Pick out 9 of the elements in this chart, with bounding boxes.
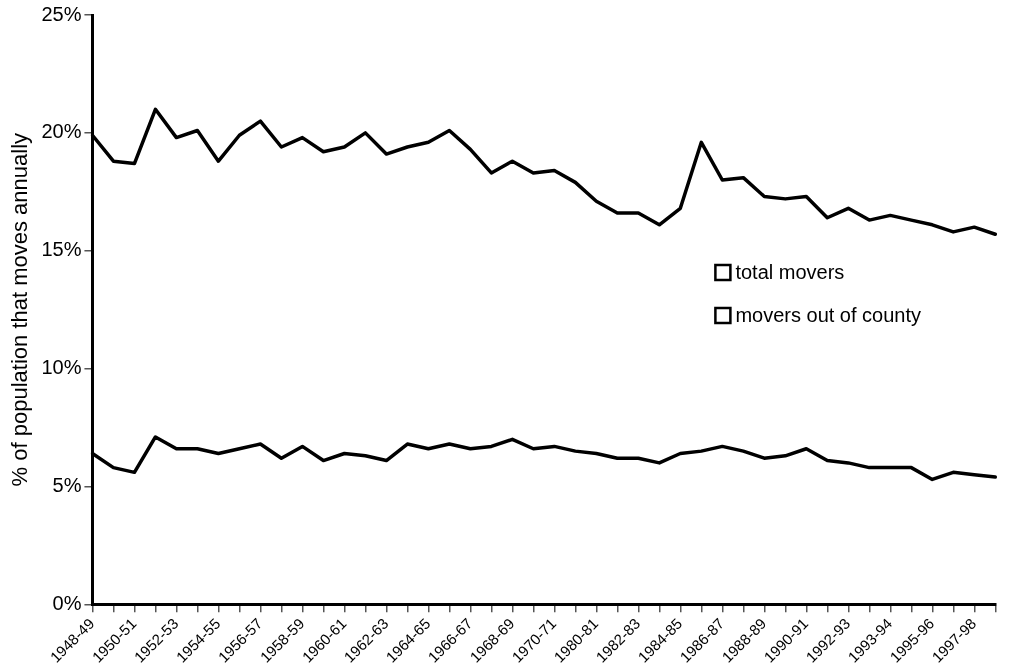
y-tick-label: 20% <box>41 120 82 143</box>
legend-label: total movers <box>735 260 845 283</box>
y-tick-label: 0% <box>52 591 82 614</box>
y-tick-label: 10% <box>41 356 82 379</box>
y-tick-label: 25% <box>41 2 82 25</box>
y-axis-title: % of population that moves annually <box>7 132 33 487</box>
legend-label: movers out of county <box>735 303 922 326</box>
y-tick-label: 15% <box>41 238 82 261</box>
y-tick-label: 5% <box>52 473 82 496</box>
